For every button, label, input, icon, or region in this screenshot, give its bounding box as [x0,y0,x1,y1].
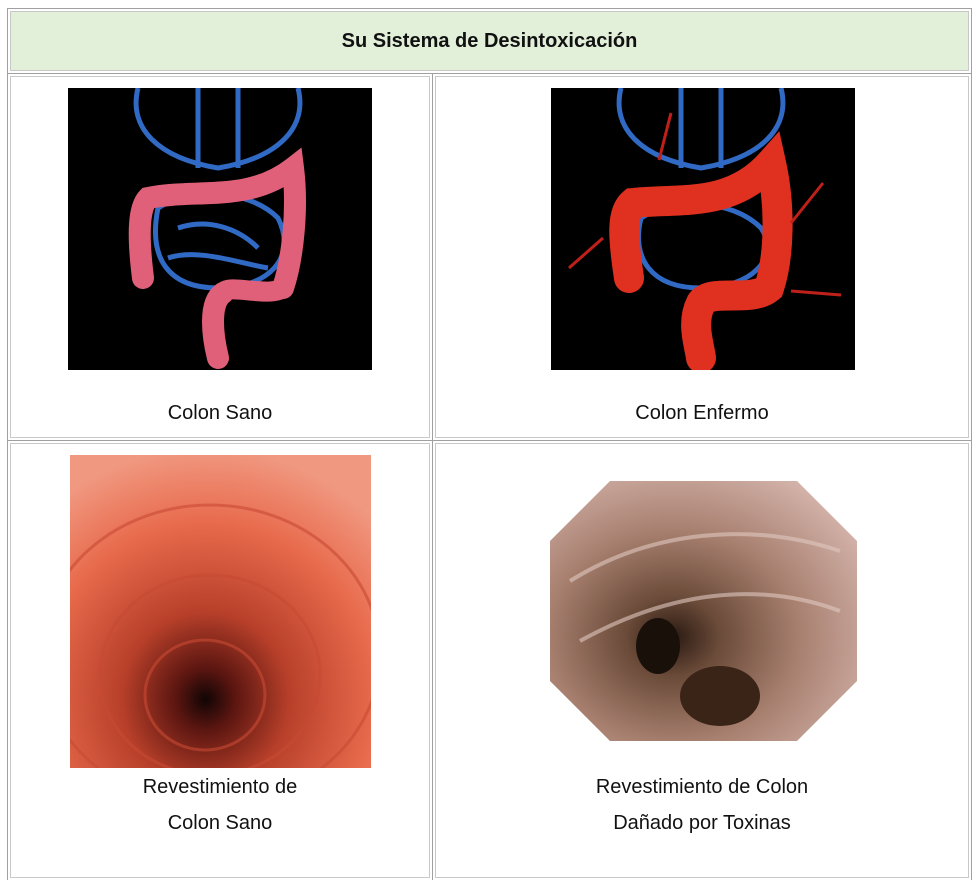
lining-healthy-image [70,455,371,768]
image-caption: Colon Sano [8,395,432,431]
caption-line: Colon Sano [167,402,273,424]
caption-line: Colon Enfermo [635,402,769,424]
table-cell: Revestimiento de Colon Sano [7,440,433,880]
image-caption: Colon Enfermo [433,395,971,431]
colon-healthy-image [68,88,372,370]
image-caption: Revestimiento de Colon Dañado por Toxina… [433,769,971,841]
table-header: Su Sistema de Desintoxicación [7,8,972,74]
table-cell: Colon Enfermo [432,73,972,441]
table-cell: Colon Sano [7,73,433,441]
colon-diseased-image [551,88,855,370]
caption-line: Dañado por Toxinas [613,812,791,834]
caption-line: Revestimiento de [142,776,298,798]
lining-damaged-image [550,481,857,741]
caption-line: Revestimiento de Colon [595,776,809,798]
table-title: Su Sistema de Desintoxicación [341,29,638,52]
table-cell: Revestimiento de Colon Dañado por Toxina… [432,440,972,880]
image-caption: Revestimiento de Colon Sano [8,769,432,841]
caption-line: Colon Sano [167,812,273,834]
